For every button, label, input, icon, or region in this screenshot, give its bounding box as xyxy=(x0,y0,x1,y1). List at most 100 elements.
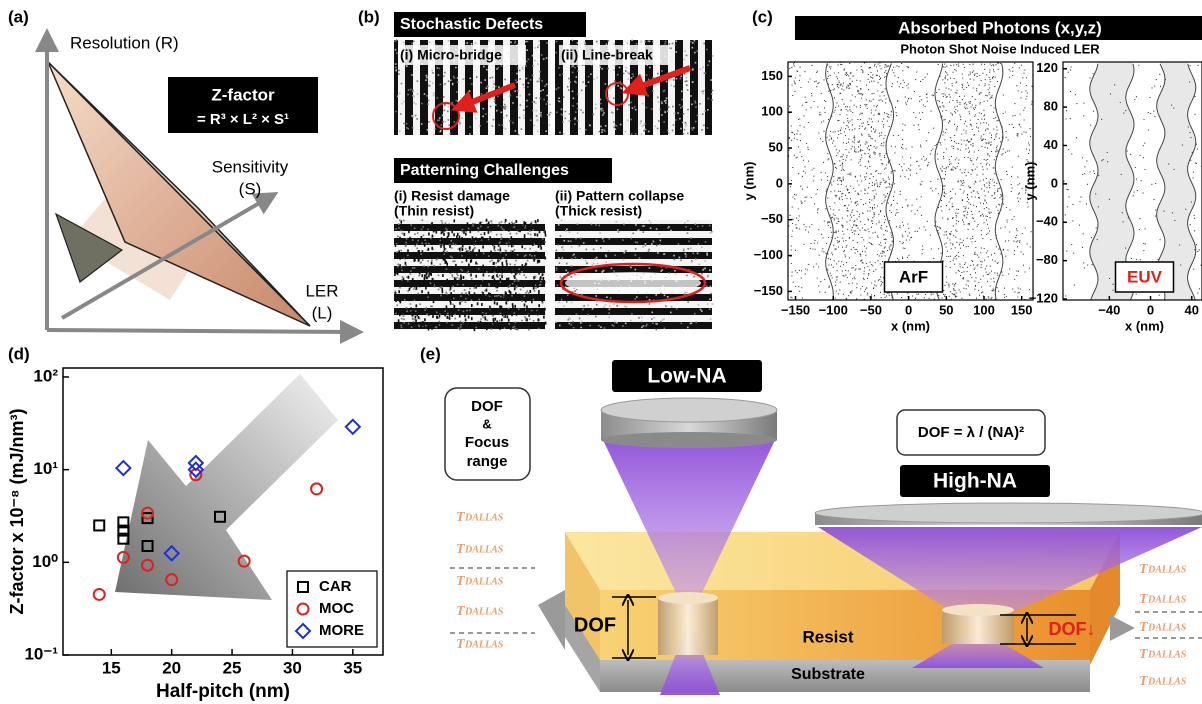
lens xyxy=(815,503,1202,523)
panel-e: (e) DOF & Focus range TDALLASTDALLASTDAL… xyxy=(420,344,1202,695)
y-tick-label: 120 xyxy=(1036,60,1058,75)
box-text: & xyxy=(482,416,491,431)
x-tick-label: 15 xyxy=(102,658,121,677)
lens xyxy=(601,432,777,448)
x-tick-label: −100 xyxy=(819,302,848,317)
formula: DOF = λ / (NA)² xyxy=(918,424,1024,441)
section-title: Patterning Challenges xyxy=(400,162,569,179)
edge-line xyxy=(995,63,1003,300)
axis-label: Sensitivity xyxy=(212,157,289,176)
y-tick-label: 10¹ xyxy=(33,459,58,478)
x-tick-label: 50 xyxy=(939,302,953,317)
y-tick-label: 80 xyxy=(1044,99,1058,114)
axis-arrow xyxy=(47,330,352,332)
panel-c: (c) Absorbed Photons (x,y,z) Photon Shot… xyxy=(752,7,1202,56)
y-tick-label: −50 xyxy=(761,211,783,226)
y-tick-label: −150 xyxy=(754,283,783,298)
x-tick-label: −50 xyxy=(860,302,882,317)
plot-label: ArF xyxy=(899,267,928,286)
box-text: Focus xyxy=(465,434,509,451)
x-tick-label: 40 xyxy=(1184,302,1198,317)
image-label: (Thin resist) xyxy=(394,203,474,219)
y-axis-label: y (nm) xyxy=(741,162,756,201)
label: High-NA xyxy=(933,470,1017,493)
y-tick-label: 10⁰ xyxy=(32,552,58,571)
point xyxy=(116,461,130,475)
x-tick-label: 25 xyxy=(223,658,242,677)
logo: DALLAS xyxy=(464,576,504,587)
trend-arrow xyxy=(115,374,338,600)
noise-map: EUV xyxy=(1064,62,1202,300)
y-axis-label: y (nm) xyxy=(1022,162,1037,201)
point xyxy=(311,483,322,494)
point xyxy=(94,589,105,600)
formula: = R³ × L² × S¹ xyxy=(197,111,289,128)
y-tick-label: −40 xyxy=(1036,214,1058,229)
y-tick-label: −80 xyxy=(1036,252,1058,267)
x-tick-label: −150 xyxy=(781,302,810,317)
y-tick-label: −100 xyxy=(754,247,783,262)
subtitle: Photon Shot Noise Induced LER xyxy=(900,41,1100,56)
y-tick-label: 50 xyxy=(769,139,783,154)
x-axis-label: Half-pitch (nm) xyxy=(156,681,290,702)
section-title: Stochastic Defects xyxy=(400,16,543,33)
panel-label: (e) xyxy=(420,344,441,363)
focus-cylinder xyxy=(658,598,718,655)
collapse-zone xyxy=(565,272,701,294)
edge-line xyxy=(826,63,834,300)
lens xyxy=(601,398,777,422)
dof-label: DOF xyxy=(574,614,616,636)
panel-b: (b) Stochastic Defects (i) Micro-bridge … xyxy=(358,7,714,330)
axis-label: (S) xyxy=(239,179,262,198)
logo: DALLAS xyxy=(1147,676,1187,687)
panel-label: (c) xyxy=(752,7,773,26)
y-tick-label: 10² xyxy=(33,366,58,385)
layer-label: Substrate xyxy=(791,666,865,683)
image-label: (i) Micro-bridge xyxy=(400,47,502,63)
noise-map: ArF xyxy=(788,62,1034,300)
plot-label: EUV xyxy=(1127,267,1163,286)
y-tick-label: −120 xyxy=(1029,290,1058,305)
image-label: (ii) Line-break xyxy=(561,47,653,63)
section-title: Absorbed Photons (x,y,z) xyxy=(898,18,1102,37)
x-tick-label: 20 xyxy=(162,658,181,677)
layer-label: Resist xyxy=(802,627,853,646)
x-axis-label: x (nm) xyxy=(1125,318,1164,333)
box-text: DOF xyxy=(471,398,503,415)
x-axis-label: x (nm) xyxy=(891,318,930,333)
logo: DALLAS xyxy=(464,512,504,523)
image-label: (Thick resist) xyxy=(555,203,642,219)
logo: DALLAS xyxy=(464,606,504,617)
y-tick-label: 40 xyxy=(1044,137,1058,152)
pointer xyxy=(538,590,565,650)
panel-a: (a) Resolution (R) Z-factor = R³ × L² × … xyxy=(8,7,352,332)
panel-label: (b) xyxy=(358,7,380,26)
y-tick-label: 100 xyxy=(761,104,783,119)
box-text: range xyxy=(467,453,508,470)
y-tick-label: 0 xyxy=(776,175,783,190)
x-tick-label: 100 xyxy=(973,302,995,317)
axis-label: Resolution (R) xyxy=(70,33,179,52)
panel-label: (d) xyxy=(8,344,30,363)
logo: DALLAS xyxy=(1147,564,1187,575)
pointer xyxy=(1110,615,1135,641)
dof-label: DOF↓ xyxy=(1049,619,1096,639)
image-label: (ii) Pattern collapse xyxy=(555,188,684,204)
point xyxy=(346,420,360,434)
axis-label: LER xyxy=(305,281,338,300)
x-tick-label: 0 xyxy=(905,302,912,317)
logo: DALLAS xyxy=(464,639,504,650)
x-tick-label: 30 xyxy=(283,658,302,677)
y-tick-label: 150 xyxy=(761,68,783,83)
figure: (a) Resolution (R) Z-factor = R³ × L² × … xyxy=(0,0,1202,704)
legend-label: MOC xyxy=(319,600,354,617)
point xyxy=(94,520,104,530)
axis-label: (L) xyxy=(312,303,333,322)
panel-label: (a) xyxy=(8,7,29,26)
x-tick-label: 35 xyxy=(343,658,362,677)
focus-cylinder xyxy=(658,592,718,604)
logo: DALLAS xyxy=(464,544,504,555)
legend: CAR MOC MORE xyxy=(287,571,377,647)
legend-label: CAR xyxy=(319,578,352,595)
legend-label: MORE xyxy=(319,622,364,639)
